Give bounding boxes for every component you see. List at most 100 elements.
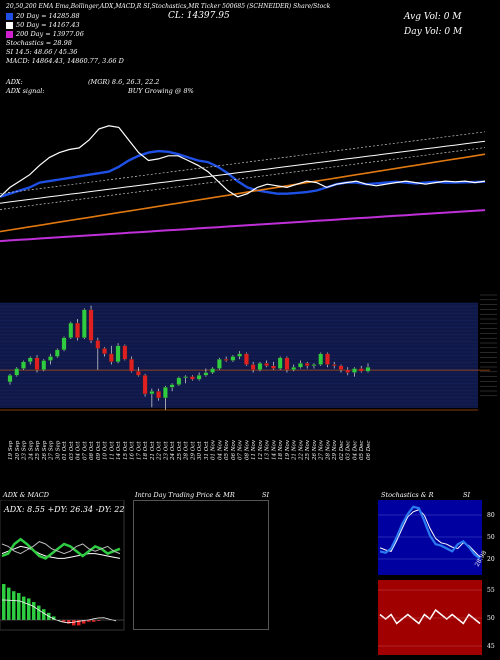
ema-chart <box>0 125 486 243</box>
candle-body <box>149 391 155 395</box>
date-label: 01 Oct <box>62 441 68 460</box>
candle-body <box>183 376 188 379</box>
candle-body <box>7 375 13 383</box>
date-label: 22 Oct <box>157 441 163 461</box>
volume-band-group <box>0 294 497 411</box>
candle-body <box>244 353 249 365</box>
candlestick-chart: 19 Sep 20 Sep 23 Sep 24 Sep 25 Sep 26 Sep 27 S… <box>0 294 497 461</box>
candle-body <box>21 361 26 369</box>
macd-bar <box>77 620 81 626</box>
adx-series-line <box>1 537 121 560</box>
date-label: 19 Sep <box>8 440 14 460</box>
ema-legend-item-20: 20 Day = 14285.88 <box>6 12 124 21</box>
candle-body <box>203 372 209 376</box>
candle-body <box>196 375 202 380</box>
candle-body <box>115 345 121 362</box>
date-label: 28 Oct <box>184 441 190 461</box>
stochastics-value: Stochastics = 28.98 <box>6 39 72 47</box>
stochastics-title2: SI <box>463 491 471 499</box>
date-label: 24 Sep <box>28 440 34 461</box>
candle-body <box>169 384 175 388</box>
macd-bar <box>22 596 26 620</box>
macd-bar <box>67 620 71 624</box>
candle-body <box>156 391 161 399</box>
candle-body <box>68 322 74 338</box>
adx-macd-header: ADX: 8.55 +DY: 26.34 -DY: 22.19 <box>3 505 125 514</box>
intraday-title: Intra Day Trading Price & MR <box>135 491 235 499</box>
ema20-line <box>0 149 486 198</box>
si-value: SI 14.5: 48.66 / 45.36 <box>6 48 78 56</box>
date-label: 14 Oct <box>116 441 122 460</box>
date-label: 04 Nov <box>217 439 223 460</box>
macd-value: MACD: 14864.43, 14860.77, 3.66 D <box>6 57 124 65</box>
date-label: 06 Dec <box>366 441 372 461</box>
date-label: 01 Nov <box>211 439 217 460</box>
candle-body <box>88 309 94 341</box>
ema-lines-group <box>0 125 486 243</box>
date-label: 22 Nov <box>298 439 304 461</box>
candle-body <box>284 357 290 371</box>
date-label: 17 Oct <box>136 441 142 460</box>
candle-body <box>237 353 243 357</box>
ema50-swatch <box>6 22 13 29</box>
mgr-value: (MGR) 8.6, 26.3, 22.2 <box>88 78 160 86</box>
candle-body <box>135 371 141 376</box>
date-label: 08 Oct <box>89 441 95 460</box>
candle-body <box>338 365 344 371</box>
adx-series-line <box>1 541 121 555</box>
adx-lines-group <box>1 537 121 560</box>
date-label: 18 Nov <box>278 439 284 460</box>
macd-bar <box>92 620 96 622</box>
macd-bar <box>7 587 11 620</box>
macd-bar <box>87 620 91 622</box>
rsi-tick-label: 45 <box>487 643 495 650</box>
ema20-label: 20 Day = 14285.88 <box>16 12 80 20</box>
candle-body <box>190 376 195 380</box>
date-label: 06 Nov <box>231 439 237 460</box>
date-label: 18 Oct <box>143 441 149 460</box>
rsi-bg <box>378 580 482 655</box>
date-label: 12 Nov <box>258 439 264 460</box>
candle-body <box>271 365 276 369</box>
candle-body <box>14 368 20 376</box>
date-label: 23 Oct <box>163 441 169 461</box>
date-label: 02 Dec <box>339 441 345 461</box>
candle-body <box>95 340 101 349</box>
macd-bar <box>42 609 46 620</box>
ema50-line <box>0 140 486 204</box>
stochastics-title: Stochastics & R <box>381 491 434 499</box>
candle-body <box>108 353 114 362</box>
date-label: 23 Sep <box>22 440 28 461</box>
intraday-title2: SI <box>262 491 270 499</box>
date-label: 29 Oct <box>190 441 196 461</box>
candle-body <box>352 368 357 373</box>
date-label: 07 Nov <box>238 439 244 460</box>
date-label: 27 Nov <box>319 439 325 461</box>
date-label: 09 Oct <box>96 441 102 460</box>
date-label: 15 Oct <box>123 441 129 460</box>
macd-bar <box>62 620 66 622</box>
macd-line <box>1 599 117 624</box>
date-label: 11 Oct <box>109 441 115 460</box>
stoch-tick-label: 80 <box>487 512 495 519</box>
date-label: 25 Sep <box>35 440 41 461</box>
intraday-chart-area <box>133 500 269 630</box>
candle-body <box>311 364 317 367</box>
candle-body <box>210 368 215 373</box>
date-label: 16 Oct <box>130 441 136 460</box>
date-label: 05 Dec <box>359 441 365 461</box>
adx-macd-title: ADX & MACD <box>3 491 49 499</box>
ema-legend-item-200: 200 Day = 13977.06 <box>6 30 124 39</box>
candle-body <box>163 387 168 399</box>
date-label: 24 Oct <box>170 441 176 461</box>
rsi-line <box>379 608 481 625</box>
date-label: 29 Nov <box>332 439 338 461</box>
candle-body <box>331 364 337 367</box>
ema-orange-line <box>0 153 486 233</box>
date-label: 27 Sep <box>49 440 55 461</box>
macd-bar <box>27 598 31 620</box>
macd-bar <box>72 620 76 626</box>
rsi-lines-group: 55 50 45 <box>378 587 495 650</box>
candle-body <box>318 353 324 365</box>
date-label: 26 Sep <box>42 440 48 461</box>
